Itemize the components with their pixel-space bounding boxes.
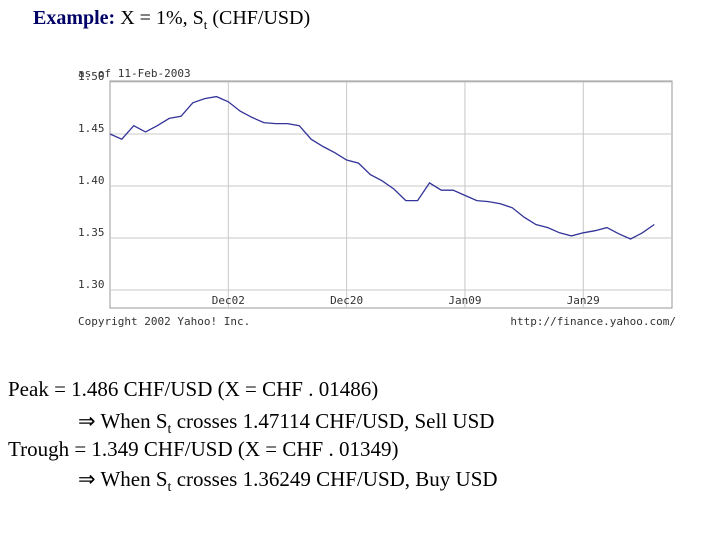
- body-text: Trough = 1.349 CHF/USD (X = CHF . 01349): [8, 437, 398, 461]
- body-text: ⇒ When S: [78, 409, 168, 433]
- x-tick-label: Dec02: [212, 294, 245, 307]
- body-subscript: t: [168, 480, 172, 495]
- body-text: crosses 1.36249 CHF/USD, Buy USD: [171, 467, 497, 491]
- body-text: ⇒ When S: [78, 467, 168, 491]
- body-line: Peak = 1.486 CHF/USD (X = CHF . 01486): [8, 377, 378, 401]
- title-text: X = 1%, S: [115, 7, 204, 29]
- body-line: Trough = 1.349 CHF/USD (X = CHF . 01349): [8, 437, 398, 461]
- y-tick-label: 1.40: [78, 174, 105, 187]
- y-tick-label: 1.30: [78, 278, 105, 291]
- y-tick-label: 1.35: [78, 226, 105, 239]
- chart-annotation: http://finance.yahoo.com/: [510, 315, 676, 328]
- title-text: (CHF/USD): [207, 7, 310, 29]
- body-line: ⇒ When St crosses 1.47114 CHF/USD, Sell …: [78, 409, 494, 437]
- y-tick-label: 1.45: [78, 122, 105, 135]
- body-line: ⇒ When St crosses 1.36249 CHF/USD, Buy U…: [78, 467, 498, 495]
- x-tick-label: Jan29: [567, 294, 600, 307]
- title-subscript: t: [204, 17, 208, 32]
- x-tick-label: Jan09: [448, 294, 481, 307]
- slide-title: Example: X = 1%, St (CHF/USD): [8, 7, 325, 32]
- chart-annotation: Copyright 2002 Yahoo! Inc.: [78, 315, 250, 328]
- data-line: [109, 95, 655, 240]
- body-text: Peak = 1.486 CHF/USD (X = CHF . 01486): [8, 377, 378, 401]
- body-subscript: t: [168, 422, 172, 437]
- title-lead: Example:: [33, 7, 115, 29]
- chart-subtitle: as of 11-Feb-2003: [78, 67, 191, 80]
- body-text: crosses 1.47114 CHF/USD, Sell USD: [171, 409, 494, 433]
- x-tick-label: Dec20: [330, 294, 363, 307]
- y-tick-label: 1.50: [78, 70, 105, 83]
